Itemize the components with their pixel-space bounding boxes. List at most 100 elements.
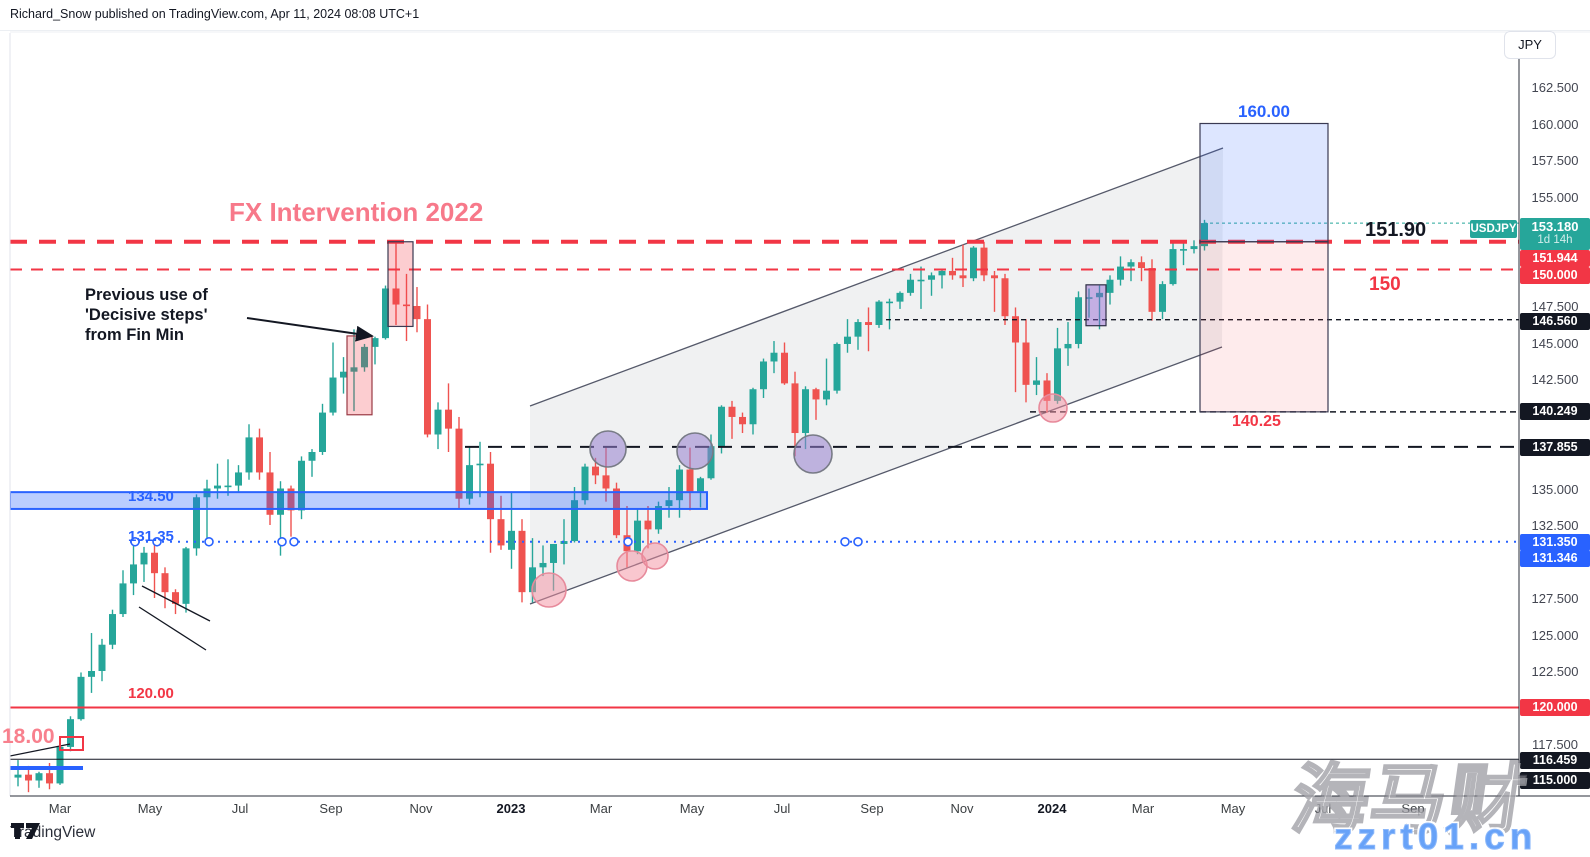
- candle-body[interactable]: [634, 520, 641, 552]
- candle-body[interactable]: [991, 275, 998, 279]
- alert-anchor-dot[interactable]: [130, 536, 140, 547]
- candle-body[interactable]: [875, 301, 883, 325]
- candle-body[interactable]: [655, 506, 662, 530]
- candle-body[interactable]: [88, 671, 95, 677]
- candle-body[interactable]: [403, 304, 410, 307]
- candle-body[interactable]: [35, 773, 43, 781]
- candle-body[interactable]: [445, 409, 452, 429]
- candle-body[interactable]: [25, 774, 32, 781]
- purple-touch-marker[interactable]: [676, 432, 714, 470]
- candle-body[interactable]: [592, 466, 599, 476]
- ascending-channel-upper-line[interactable]: [529, 147, 1224, 407]
- candle-body[interactable]: [518, 530, 526, 593]
- bottom-left-trendline[interactable]: [0, 743, 71, 758]
- candle-body[interactable]: [130, 564, 137, 584]
- candle-body[interactable]: [182, 548, 190, 604]
- candle-body[interactable]: [256, 437, 263, 473]
- alert-anchor-dot[interactable]: [289, 536, 299, 547]
- candle-body[interactable]: [140, 552, 148, 565]
- candle-body[interactable]: [812, 389, 820, 400]
- candle-body[interactable]: [277, 488, 284, 515]
- candle-body[interactable]: [98, 644, 106, 671]
- candle-body[interactable]: [245, 437, 253, 473]
- candle-body[interactable]: [287, 488, 295, 511]
- candle-body[interactable]: [1180, 249, 1187, 251]
- candle-body[interactable]: [1033, 380, 1040, 385]
- candle-body[interactable]: [1075, 297, 1082, 344]
- wedge-line[interactable]: [138, 606, 207, 651]
- projection-upper-box[interactable]: [1199, 122, 1329, 243]
- candle-body[interactable]: [119, 583, 127, 615]
- candle-body[interactable]: [854, 322, 862, 337]
- candle-body[interactable]: [434, 409, 442, 435]
- candle-body[interactable]: [613, 488, 620, 536]
- candle-body[interactable]: [665, 500, 673, 507]
- candle-body[interactable]: [1012, 316, 1019, 343]
- tradingview-footer[interactable]: TradingView: [10, 820, 95, 846]
- candle-body[interactable]: [896, 292, 904, 302]
- candle-body[interactable]: [1127, 262, 1135, 267]
- candle-body[interactable]: [350, 367, 358, 372]
- candle-body[interactable]: [781, 352, 788, 384]
- candle-body[interactable]: [802, 389, 809, 434]
- supply-band-134-50[interactable]: [10, 491, 708, 510]
- candle-body[interactable]: [1117, 266, 1124, 280]
- candle-body[interactable]: [676, 469, 683, 501]
- candle-body[interactable]: [413, 306, 421, 320]
- candle-body[interactable]: [466, 465, 473, 499]
- pink-low-marker[interactable]: [641, 542, 669, 570]
- bottom-left-red-rect[interactable]: [59, 736, 84, 751]
- candle-body[interactable]: [760, 361, 767, 390]
- candle-body[interactable]: [382, 288, 389, 339]
- candle-body[interactable]: [371, 338, 379, 347]
- candle-body[interactable]: [77, 676, 85, 720]
- candle-body[interactable]: [14, 774, 22, 778]
- candle-body[interactable]: [844, 336, 851, 344]
- candle-body[interactable]: [46, 773, 53, 784]
- candle-body[interactable]: [938, 270, 946, 276]
- sep-2022-intervention-box[interactable]: [346, 335, 373, 416]
- decisive-steps-arrow[interactable]: [246, 317, 374, 342]
- candle-body[interactable]: [1043, 380, 1051, 401]
- candle-body[interactable]: [1169, 249, 1177, 285]
- candle-body[interactable]: [886, 301, 893, 304]
- candle-body[interactable]: [308, 452, 316, 461]
- candle-body[interactable]: [707, 446, 715, 479]
- candle-body[interactable]: [193, 497, 200, 549]
- candle-body[interactable]: [224, 485, 232, 488]
- candle-body[interactable]: [728, 406, 736, 417]
- pink-low-marker[interactable]: [531, 572, 567, 608]
- candle-body[interactable]: [791, 383, 799, 434]
- candle-body[interactable]: [361, 346, 368, 368]
- candle-body[interactable]: [1106, 279, 1114, 293]
- candle-body[interactable]: [1054, 348, 1061, 401]
- candle-body[interactable]: [329, 377, 337, 413]
- candle-body[interactable]: [1190, 246, 1198, 250]
- candle-body[interactable]: [928, 275, 935, 280]
- currency-toggle-button[interactable]: JPY: [1504, 31, 1556, 59]
- candle-body[interactable]: [235, 472, 242, 486]
- candle-body[interactable]: [109, 614, 116, 645]
- candle-body[interactable]: [749, 389, 757, 425]
- alert-anchor-dot[interactable]: [623, 536, 633, 547]
- candle-body[interactable]: [949, 270, 956, 276]
- candle-body[interactable]: [770, 352, 778, 362]
- candle-body[interactable]: [865, 322, 872, 325]
- candle-body[interactable]: [550, 543, 557, 563]
- candle-body[interactable]: [970, 247, 977, 279]
- oct-2022-intervention-box[interactable]: [387, 241, 414, 328]
- candle-body[interactable]: [508, 530, 515, 550]
- candle-body[interactable]: [214, 485, 221, 489]
- candle-body[interactable]: [697, 478, 704, 492]
- alert-anchor-dot[interactable]: [277, 536, 287, 547]
- candle-body[interactable]: [476, 463, 484, 466]
- candle-body[interactable]: [392, 288, 400, 305]
- candle-body[interactable]: [1096, 292, 1103, 298]
- candle-body[interactable]: [1138, 262, 1145, 269]
- candle-body[interactable]: [602, 475, 610, 489]
- candle-body[interactable]: [161, 573, 169, 593]
- alert-anchor-dot[interactable]: [152, 536, 162, 547]
- candle-body[interactable]: [739, 416, 746, 425]
- candle-body[interactable]: [917, 279, 925, 282]
